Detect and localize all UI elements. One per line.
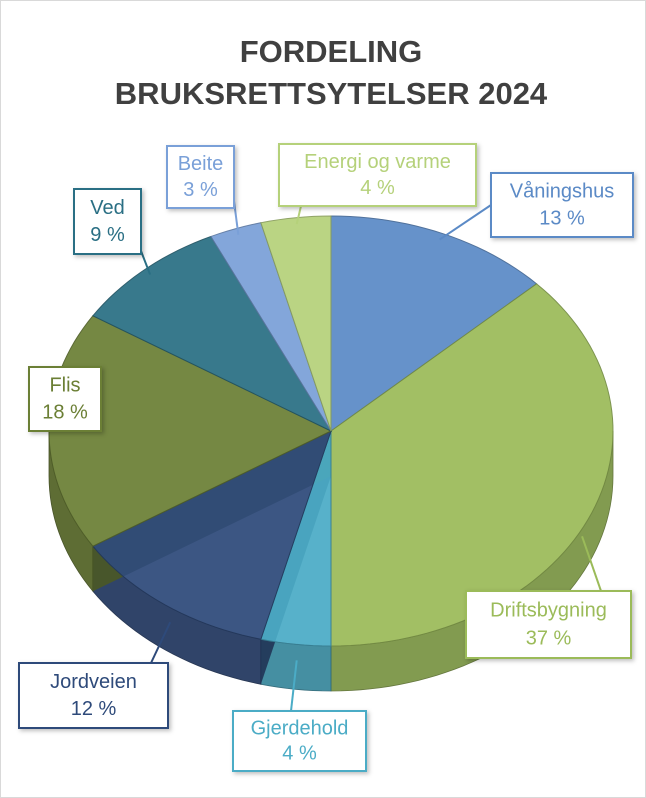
label-box bbox=[73, 188, 142, 255]
leader-line bbox=[439, 204, 492, 241]
label-name: Driftsbygning bbox=[490, 599, 607, 621]
slice bbox=[210, 222, 332, 432]
label-value: 37 % bbox=[526, 628, 572, 650]
label-name: Beite bbox=[178, 153, 224, 175]
slice bbox=[92, 430, 332, 640]
label-name: Jordveien bbox=[50, 671, 137, 693]
label-name: Flis bbox=[49, 374, 80, 396]
label-box bbox=[490, 172, 634, 238]
label-value: 13 % bbox=[539, 207, 585, 229]
label-value: 12 % bbox=[71, 698, 117, 720]
label-value: 4 % bbox=[360, 177, 395, 199]
leader-line bbox=[140, 250, 152, 275]
label-box bbox=[278, 143, 477, 207]
slice bbox=[260, 430, 332, 647]
label-box bbox=[166, 145, 235, 209]
label-name: Våningshus bbox=[510, 180, 615, 202]
leader-line bbox=[581, 535, 602, 592]
label-value: 18 % bbox=[42, 401, 88, 423]
leader-line bbox=[150, 621, 172, 664]
label-box bbox=[28, 366, 102, 432]
label-name: Gjerdehold bbox=[251, 717, 349, 739]
label-box bbox=[18, 662, 169, 729]
slice bbox=[330, 215, 538, 432]
chart-title: FORDELING BRUKSRETTSYTELSER 2024 bbox=[114, 34, 548, 111]
label-name: Ved bbox=[90, 197, 124, 219]
leader-line bbox=[290, 660, 298, 712]
label-name: Energi og varme bbox=[304, 151, 451, 173]
label-value: 9 % bbox=[90, 224, 125, 246]
label-box bbox=[465, 590, 632, 659]
label-box bbox=[232, 710, 367, 772]
label-value: 4 % bbox=[282, 742, 317, 764]
slice bbox=[92, 235, 333, 433]
slice bbox=[330, 283, 614, 647]
label-value: 3 % bbox=[183, 179, 218, 201]
slice bbox=[260, 215, 332, 432]
leader-line bbox=[295, 205, 302, 225]
